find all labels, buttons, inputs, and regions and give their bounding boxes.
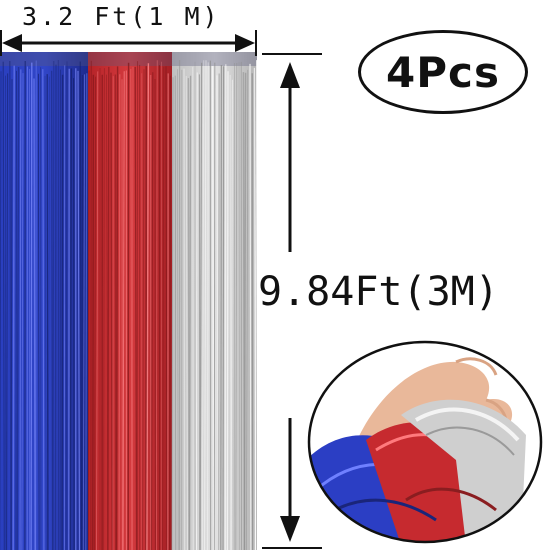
foil-strand bbox=[85, 73, 88, 550]
foil-strand bbox=[169, 75, 171, 550]
foil-strand bbox=[69, 68, 73, 550]
foil-strand bbox=[141, 69, 145, 550]
foil-strand bbox=[33, 78, 36, 550]
foil-strand bbox=[224, 64, 227, 550]
foil-strand bbox=[50, 70, 54, 550]
foil-strand bbox=[65, 61, 68, 550]
foil-strand bbox=[243, 72, 247, 550]
foil-strand bbox=[177, 69, 179, 550]
foil-strand bbox=[122, 71, 125, 550]
foil-strand bbox=[37, 73, 40, 550]
foil-strand bbox=[249, 63, 252, 550]
foil-strand bbox=[46, 74, 49, 550]
foil-strand bbox=[21, 73, 24, 550]
foil-strand bbox=[92, 74, 95, 550]
width-dimension-label: 3.2 Ft(1 M) bbox=[22, 2, 221, 31]
foil-strand bbox=[195, 72, 198, 550]
foil-strand bbox=[246, 69, 249, 550]
foil-strand bbox=[19, 69, 22, 550]
foil-strand bbox=[229, 74, 232, 550]
foil-strand bbox=[16, 66, 20, 550]
foil-strand bbox=[15, 70, 17, 550]
foil-strand bbox=[42, 69, 45, 550]
foil-strand bbox=[103, 68, 105, 550]
foil-strand bbox=[213, 62, 216, 550]
foil-strand bbox=[73, 78, 75, 550]
foil-strand bbox=[134, 66, 138, 550]
quantity-text: 4Pcs bbox=[386, 47, 500, 97]
quantity-badge: 4Pcs bbox=[358, 30, 528, 114]
foil-strand bbox=[110, 72, 113, 550]
foil-strand bbox=[150, 72, 154, 550]
foil-strand bbox=[52, 60, 55, 550]
foil-strand bbox=[230, 79, 233, 550]
foil-strand bbox=[146, 63, 150, 550]
height-dimension-label: 9.84Ft(3M) bbox=[258, 269, 499, 315]
foil-strand bbox=[115, 66, 119, 550]
arrow-down-icon bbox=[262, 418, 322, 549]
foil-strand bbox=[226, 71, 229, 550]
foil-strand bbox=[107, 66, 110, 550]
foil-strand bbox=[174, 75, 177, 550]
foil-strand bbox=[254, 60, 257, 550]
foil-strand bbox=[162, 66, 165, 550]
photo-oval-frame bbox=[307, 340, 543, 544]
foil-strand bbox=[217, 73, 220, 550]
foil-strand bbox=[165, 66, 168, 550]
foil-strand bbox=[222, 66, 225, 550]
foil-strand bbox=[12, 65, 15, 550]
foil-strand bbox=[82, 74, 86, 550]
foil-strand bbox=[199, 62, 203, 550]
foil-strand bbox=[10, 79, 13, 550]
foil-strand bbox=[202, 60, 205, 550]
foil-strand bbox=[130, 68, 133, 550]
foil-strand bbox=[30, 62, 33, 550]
foil-strand bbox=[5, 75, 7, 550]
foil-strand bbox=[79, 61, 83, 550]
foil-strand bbox=[0, 71, 2, 550]
foil-strand bbox=[77, 70, 81, 550]
hand-holding-fringe-photo bbox=[307, 340, 543, 544]
fringe-bundle bbox=[309, 399, 526, 542]
double-arrow-horizontal-icon bbox=[0, 30, 257, 56]
foil-strand bbox=[183, 68, 186, 550]
foil-strand bbox=[131, 66, 134, 550]
foil-strand bbox=[54, 64, 57, 550]
foil-strand bbox=[212, 66, 215, 550]
foil-strand bbox=[171, 77, 174, 550]
foil-strand bbox=[44, 75, 47, 550]
foil-strand bbox=[204, 60, 207, 550]
foil-strand bbox=[88, 70, 90, 550]
foil-strand bbox=[6, 73, 9, 550]
foil-strand bbox=[2, 61, 5, 550]
foil-strand bbox=[94, 76, 97, 550]
foil-strand bbox=[156, 60, 158, 550]
foil-strand bbox=[187, 78, 190, 550]
foil-strand bbox=[220, 64, 223, 550]
foil-strand bbox=[48, 76, 50, 550]
foil-strand bbox=[35, 60, 37, 550]
foil-curtain-image bbox=[0, 52, 257, 550]
curtain-header bbox=[0, 52, 257, 66]
foil-strand bbox=[96, 71, 99, 550]
curtain-strands bbox=[0, 59, 257, 550]
foil-strand bbox=[185, 75, 188, 550]
foil-strand bbox=[188, 75, 192, 550]
foil-strand bbox=[206, 62, 209, 550]
double-arrow-vertical-icon bbox=[262, 53, 322, 252]
foil-strand bbox=[235, 62, 238, 550]
foil-strand bbox=[118, 74, 121, 550]
foil-strand bbox=[238, 62, 240, 550]
foil-strand bbox=[61, 74, 64, 550]
